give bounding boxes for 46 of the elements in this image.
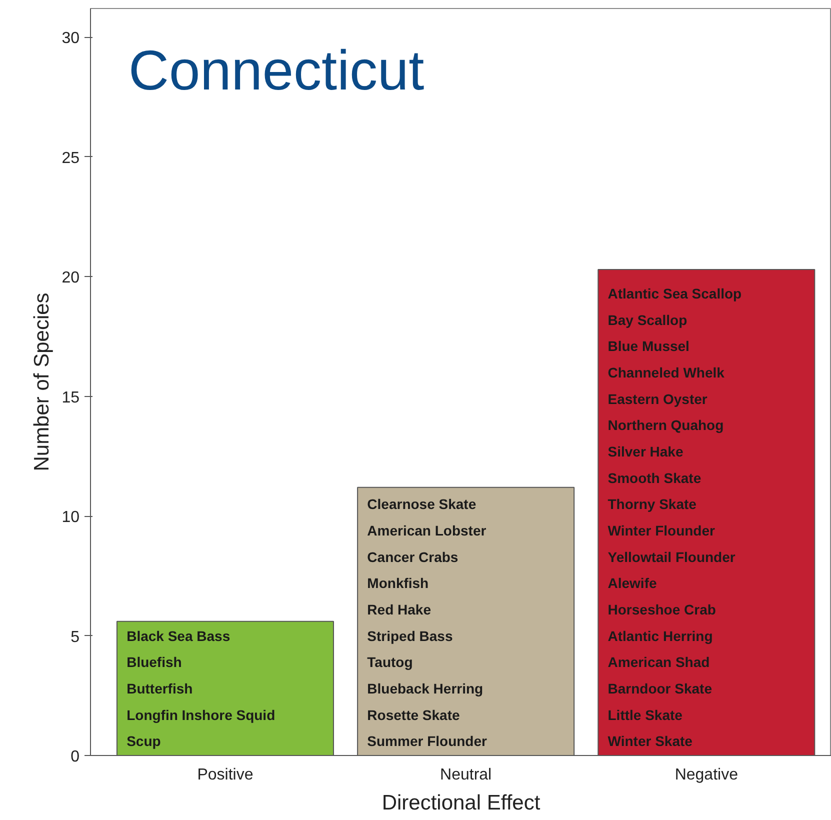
text: Connecticut xyxy=(128,38,425,102)
annotation: Atlantic Herring xyxy=(608,628,713,644)
annotation: Blueback Herring xyxy=(367,680,484,696)
y-tick-label: 30 xyxy=(62,30,80,48)
annotation: Atlantic Sea Scallop xyxy=(608,285,742,302)
annotation: American Lobster xyxy=(367,522,487,538)
x-tick-label: Positive xyxy=(197,766,254,784)
annotation: Horseshoe Crab xyxy=(608,601,716,618)
annotation: Bluefish xyxy=(126,654,182,670)
annotation: Yellowtail Flounder xyxy=(608,548,736,565)
annotation: Longfin Inshore Squid xyxy=(126,706,276,723)
annotation: Butterfish xyxy=(126,680,193,696)
annotation: Blue Mussel xyxy=(608,338,690,354)
annotation: American Shad xyxy=(608,654,710,670)
y-tick-label: 25 xyxy=(62,150,80,167)
annotation: Thorny Skate xyxy=(608,496,697,512)
annotation: Summer Flounder xyxy=(367,733,488,750)
annotation: Clearnose Skate xyxy=(367,496,476,512)
annotation: Winter Skate xyxy=(608,733,693,750)
y-tick-label: 20 xyxy=(62,270,80,287)
annotation: Winter Flounder xyxy=(608,522,716,538)
annotation: Alewife xyxy=(608,575,657,592)
annotation: Scup xyxy=(126,733,161,750)
annotation: Little Skate xyxy=(608,706,683,723)
annotation: Rosette Skate xyxy=(367,706,460,723)
y-axis-title: Number of Species xyxy=(30,292,54,472)
y-tick-label: 5 xyxy=(70,628,80,646)
annotation: Bay Scallop xyxy=(608,312,688,328)
annotation: Striped Bass xyxy=(367,628,453,644)
annotation: Eastern Oyster xyxy=(608,390,708,407)
annotation: Monkfish xyxy=(367,575,429,592)
y-tick-label: 15 xyxy=(62,389,80,406)
annotation: Black Sea Bass xyxy=(126,628,230,644)
x-tick-label: Negative xyxy=(674,766,738,784)
annotation: Silver Hake xyxy=(608,443,684,460)
annotation: Smooth Skate xyxy=(608,470,702,486)
y-tick-label: 0 xyxy=(70,748,80,766)
x-axis-title: Directional Effect xyxy=(382,792,540,814)
x-tick-label: Neutral xyxy=(440,766,492,784)
annotation: Channeled Whelk xyxy=(608,364,725,380)
y-tick-label: 10 xyxy=(62,509,80,526)
annotation: Tautog xyxy=(367,654,413,670)
annotation: Northern Quahog xyxy=(608,417,724,434)
annotation: Red Hake xyxy=(367,601,432,618)
annotation: Cancer Crabs xyxy=(367,548,458,565)
annotation: Barndoor Skate xyxy=(608,680,712,696)
